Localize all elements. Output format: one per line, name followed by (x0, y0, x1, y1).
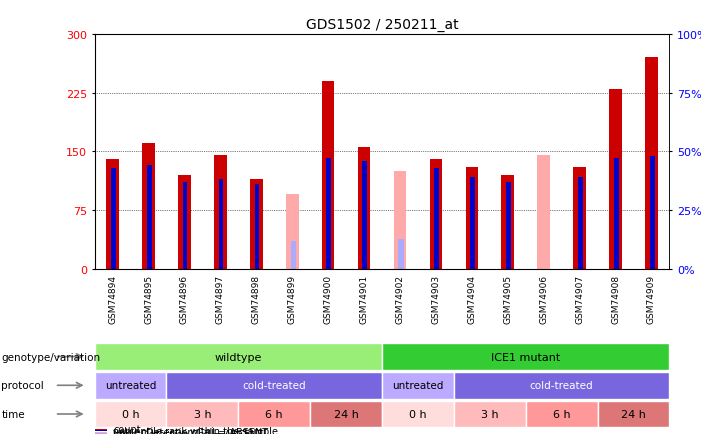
Bar (362, 161, 367, 269)
Text: ICE1 mutant: ICE1 mutant (491, 352, 560, 362)
Title: GDS1502 / 250211_at: GDS1502 / 250211_at (306, 18, 458, 32)
Bar (454, 372, 669, 399)
Bar (95, 372, 167, 399)
Bar (398, 240, 404, 269)
Text: cold-treated: cold-treated (243, 381, 306, 390)
Bar (538, 156, 550, 269)
Bar (238, 401, 310, 427)
Bar (506, 182, 511, 269)
Bar (310, 401, 382, 427)
Bar (394, 171, 407, 269)
Text: time: time (1, 409, 25, 419)
Bar (95, 433, 107, 434)
Text: 0 h: 0 h (409, 409, 427, 419)
Bar (142, 144, 155, 269)
Bar (147, 166, 151, 269)
Text: wildtype: wildtype (215, 352, 262, 362)
Text: 3 h: 3 h (193, 409, 211, 419)
Bar (382, 372, 454, 399)
Text: 0 h: 0 h (122, 409, 139, 419)
Bar (609, 89, 622, 269)
Text: cold-treated: cold-treated (530, 381, 594, 390)
Text: 24 h: 24 h (621, 409, 646, 419)
Bar (95, 343, 382, 370)
Bar (430, 160, 442, 269)
Text: 24 h: 24 h (334, 409, 358, 419)
Text: 3 h: 3 h (481, 409, 498, 419)
Bar (95, 401, 167, 427)
Bar (358, 148, 370, 269)
Bar (645, 58, 658, 269)
Bar (578, 178, 583, 269)
Bar (322, 82, 334, 269)
Bar (178, 175, 191, 269)
Bar (526, 401, 597, 427)
Bar (501, 175, 514, 269)
Bar (650, 157, 655, 269)
Bar (111, 168, 116, 269)
Bar (597, 401, 669, 427)
Text: untreated: untreated (393, 381, 444, 390)
Bar (219, 180, 224, 269)
Text: untreated: untreated (105, 381, 156, 390)
Text: value, Detection Call = ABSENT: value, Detection Call = ABSENT (113, 427, 268, 434)
Bar (183, 182, 187, 269)
Text: percentile rank within the sample: percentile rank within the sample (113, 426, 278, 434)
Bar (286, 195, 299, 269)
Bar (167, 401, 238, 427)
Bar (382, 401, 454, 427)
Text: rank, Detection Call = ABSENT: rank, Detection Call = ABSENT (113, 429, 264, 434)
Text: 6 h: 6 h (266, 409, 283, 419)
Bar (95, 429, 107, 430)
Bar (382, 343, 669, 370)
Bar (291, 242, 297, 269)
Bar (214, 156, 226, 269)
Bar (254, 185, 259, 269)
Bar (465, 168, 478, 269)
Bar (573, 168, 586, 269)
Bar (614, 159, 618, 269)
Bar (454, 401, 526, 427)
Bar (327, 159, 331, 269)
Bar (250, 179, 263, 269)
Bar (95, 432, 107, 433)
Bar (107, 160, 119, 269)
Text: count: count (113, 424, 141, 434)
Text: genotype/variation: genotype/variation (1, 352, 100, 362)
Bar (434, 168, 439, 269)
Text: 6 h: 6 h (553, 409, 571, 419)
Text: protocol: protocol (1, 381, 44, 390)
Bar (470, 178, 475, 269)
Bar (167, 372, 382, 399)
